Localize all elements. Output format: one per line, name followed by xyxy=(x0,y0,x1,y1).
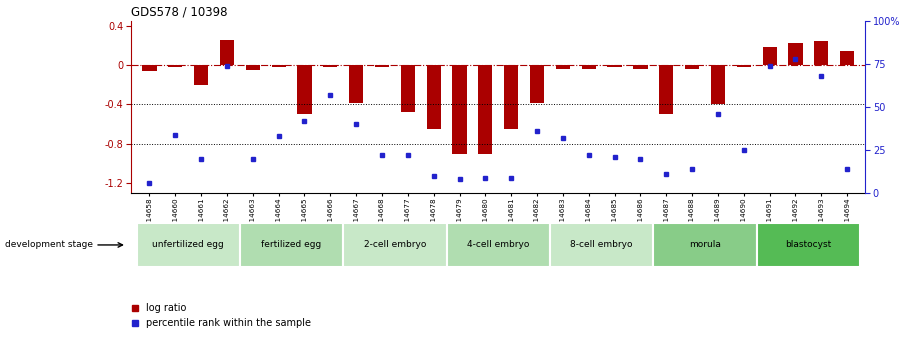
Text: GDS578 / 10398: GDS578 / 10398 xyxy=(131,5,228,18)
Bar xyxy=(246,65,260,70)
Bar xyxy=(220,40,234,65)
Bar xyxy=(323,65,337,67)
Bar xyxy=(763,47,776,65)
Text: blastocyst: blastocyst xyxy=(786,240,832,249)
Text: fertilized egg: fertilized egg xyxy=(262,240,322,249)
Bar xyxy=(633,65,648,69)
Text: percentile rank within the sample: percentile rank within the sample xyxy=(146,318,311,328)
Bar xyxy=(814,41,828,65)
Bar xyxy=(194,65,208,85)
FancyBboxPatch shape xyxy=(447,223,550,267)
Bar xyxy=(737,65,751,67)
Bar xyxy=(478,65,493,154)
Bar xyxy=(297,65,312,114)
Bar xyxy=(685,65,699,69)
Bar xyxy=(375,65,389,67)
Bar xyxy=(660,65,673,114)
Text: unfertilized egg: unfertilized egg xyxy=(152,240,224,249)
Bar xyxy=(530,65,545,102)
Text: morula: morula xyxy=(689,240,721,249)
Text: 2-cell embryo: 2-cell embryo xyxy=(363,240,426,249)
Bar xyxy=(711,65,725,105)
FancyBboxPatch shape xyxy=(653,223,757,267)
Text: 8-cell embryo: 8-cell embryo xyxy=(571,240,633,249)
Text: log ratio: log ratio xyxy=(146,303,187,313)
Bar xyxy=(788,43,803,65)
FancyBboxPatch shape xyxy=(757,223,860,267)
Bar xyxy=(400,65,415,112)
Bar xyxy=(555,65,570,69)
FancyBboxPatch shape xyxy=(550,223,653,267)
Bar xyxy=(452,65,467,154)
Bar xyxy=(504,65,518,129)
Bar xyxy=(349,65,363,102)
FancyBboxPatch shape xyxy=(240,223,343,267)
Bar xyxy=(840,51,854,65)
Bar xyxy=(427,65,441,129)
Bar xyxy=(582,65,596,69)
Bar xyxy=(169,65,182,67)
Text: 4-cell embryo: 4-cell embryo xyxy=(467,240,529,249)
Bar xyxy=(272,65,285,67)
FancyBboxPatch shape xyxy=(137,223,240,267)
FancyBboxPatch shape xyxy=(343,223,447,267)
Bar xyxy=(142,65,157,71)
Text: development stage: development stage xyxy=(5,240,92,249)
Bar xyxy=(608,65,622,67)
